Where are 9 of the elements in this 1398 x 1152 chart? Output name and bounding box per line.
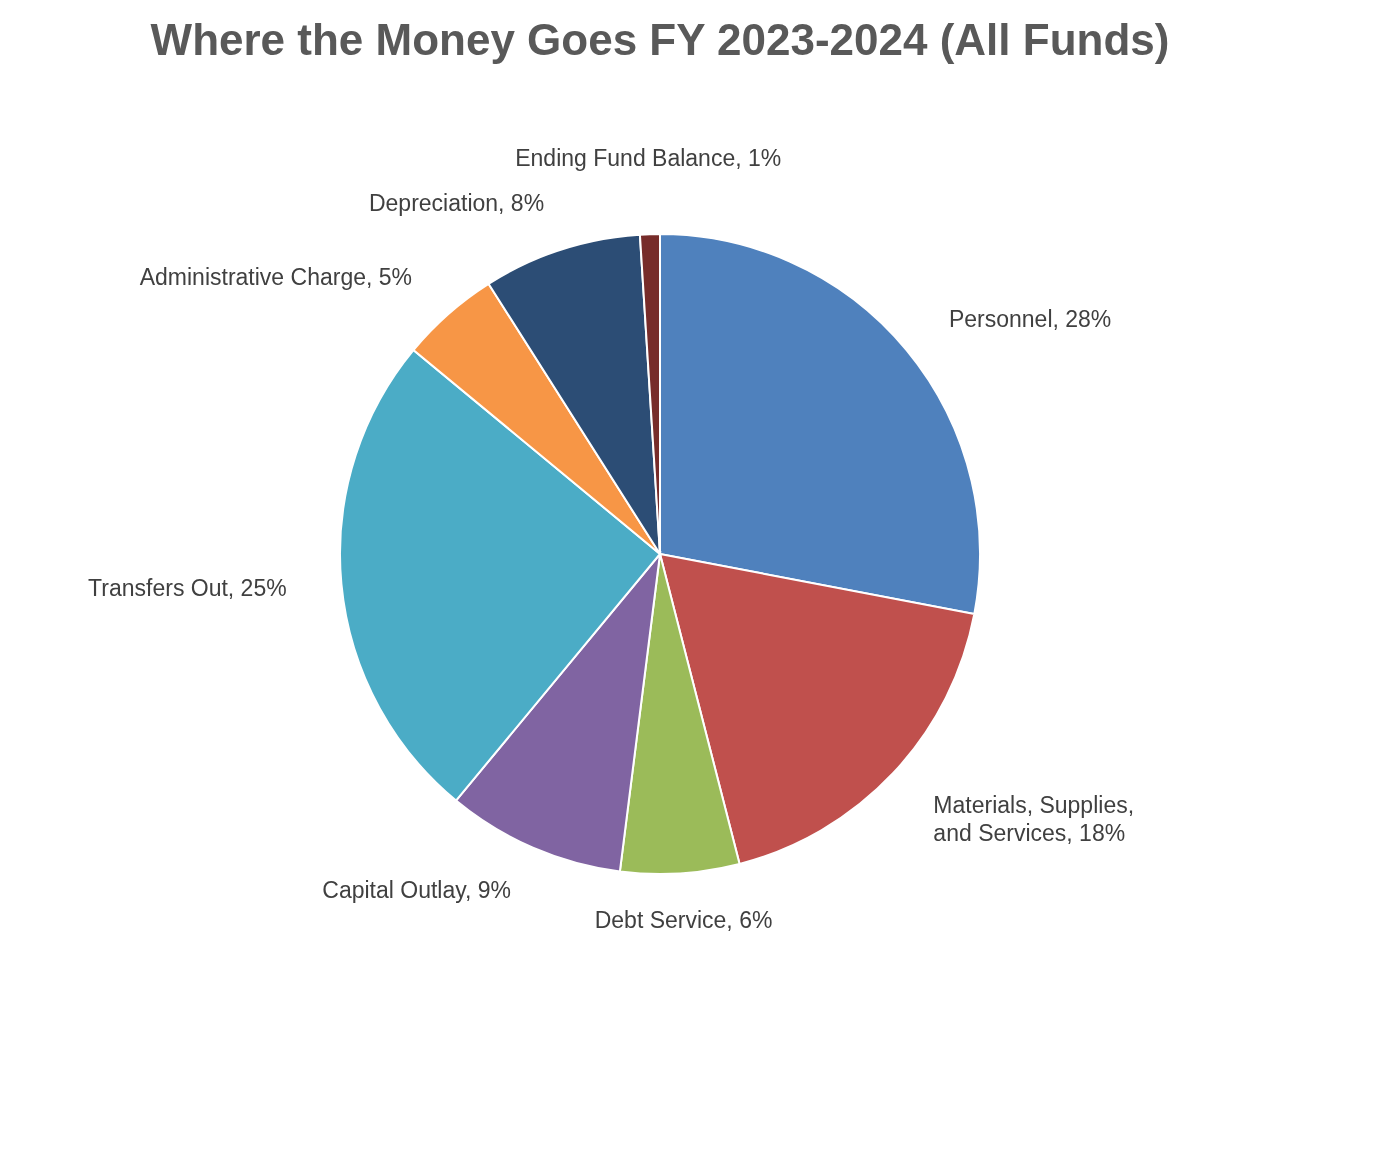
slice-label: Debt Service, 6% bbox=[594, 906, 773, 933]
slice-label: Administrative Charge, 5% bbox=[139, 264, 413, 291]
slice-label: Depreciation, 8% bbox=[368, 190, 545, 217]
slice-label: Capital Outlay, 9% bbox=[322, 877, 512, 904]
slice-label: Personnel, 28% bbox=[948, 305, 1112, 332]
slice-label: Materials, Supplies, and Services, 18% bbox=[933, 791, 1135, 846]
slice-label: Ending Fund Balance, 1% bbox=[515, 144, 782, 171]
slice-label: Transfers Out, 25% bbox=[88, 574, 287, 601]
chart-title: Where the Money Goes FY 2023-2024 (All Funds) bbox=[150, 15, 1170, 64]
